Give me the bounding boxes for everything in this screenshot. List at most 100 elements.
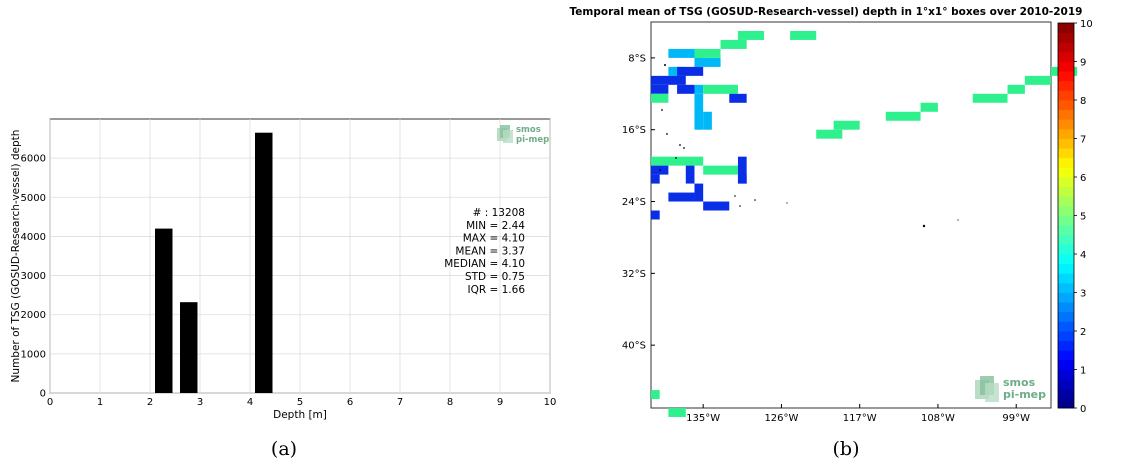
colorbar-tick-label: 1 — [1080, 366, 1086, 377]
histogram-y-tick-label: 0 — [40, 389, 46, 400]
colorbar-tick-label: 9 — [1080, 58, 1086, 69]
colorbar-segment — [1058, 61, 1074, 72]
colorbar-segment — [1058, 109, 1074, 120]
map-cell — [703, 165, 738, 175]
map-cell — [651, 75, 686, 85]
histogram-x-tick-label: 1 — [97, 397, 103, 408]
map-cell — [920, 102, 938, 112]
colorbar-segment — [1058, 32, 1074, 43]
map-x-tick-label: 117°W — [843, 413, 877, 424]
map-x-tick-label: 99°W — [1002, 413, 1030, 424]
histogram-panel: 0 1 2 3 4 5 6 7 8 9 10 0 1000 2000 3000 4000 5000 6000 D… — [10, 118, 557, 460]
histogram-y-tick-label: 2000 — [21, 310, 46, 321]
smos-logo-text: smos — [1003, 376, 1036, 389]
map-y-tick-label: 40°S — [622, 341, 646, 352]
pi-mep-logo-text: pi-mep — [1003, 388, 1046, 401]
map-cell — [1007, 84, 1025, 94]
map-cell — [694, 93, 704, 130]
smos-logo-histogram: smos pi-mep — [497, 125, 549, 145]
map-cell — [816, 129, 843, 139]
map-cell — [651, 93, 669, 103]
map-x-ticks: 135°W 126°W 117°W 108°W 99°W — [686, 404, 1030, 424]
map-title: Temporal mean of TSG (GOSUD-Research-ves… — [570, 6, 1083, 18]
map-plot-area — [650, 21, 1052, 409]
map-cells — [651, 30, 1078, 417]
colorbar-segment — [1058, 167, 1074, 178]
histogram-bars — [155, 132, 273, 393]
colorbar-ticks: 0 1 2 3 4 5 6 7 8 9 10 — [1074, 19, 1093, 415]
colorbar-segment — [1058, 51, 1074, 62]
histogram-stat-line: STD = 0.75 — [465, 271, 525, 283]
colorbar-segment — [1058, 254, 1074, 265]
map-cell — [703, 201, 730, 211]
colorbar-tick-label: 2 — [1080, 327, 1086, 338]
map-cell — [668, 408, 686, 417]
map-cell — [651, 84, 669, 94]
histogram-bar — [255, 132, 273, 393]
colorbar-tick-label: 5 — [1080, 212, 1086, 223]
colorbar-tick-label: 3 — [1080, 289, 1086, 300]
histogram-x-tick-label: 10 — [544, 397, 557, 408]
colorbar-segment — [1058, 273, 1074, 284]
histogram-grid — [49, 119, 551, 394]
histogram-y-tick-label: 4000 — [21, 232, 46, 243]
map-y-tick-label: 32°S — [622, 269, 646, 280]
histogram-y-tick-label: 1000 — [21, 349, 46, 360]
colorbar-segment — [1058, 148, 1074, 159]
map-y-tick-label: 24°S — [622, 197, 646, 208]
colorbar-segment — [1058, 71, 1074, 82]
map-cell — [972, 93, 1008, 103]
histogram-x-ticks: 0 1 2 3 4 5 6 7 8 9 10 — [47, 397, 557, 408]
colorbar-segment — [1058, 23, 1074, 34]
colorbar-tick-label: 10 — [1080, 19, 1093, 30]
histogram-x-tick-label: 5 — [297, 397, 303, 408]
map-cell — [685, 165, 695, 184]
histogram-y-tick-label: 3000 — [21, 271, 46, 282]
histogram-x-tick-label: 9 — [497, 397, 503, 408]
histogram-x-tick-label: 4 — [247, 397, 253, 408]
map-cell — [737, 174, 747, 184]
map-cell — [833, 120, 860, 130]
map-cell — [651, 156, 695, 166]
map-cell — [677, 84, 695, 94]
colorbar-segment — [1058, 42, 1074, 53]
histogram-x-tick-label: 3 — [197, 397, 203, 408]
colorbar-segment — [1058, 225, 1074, 236]
colorbar-segment — [1058, 292, 1074, 303]
colorbar-segment — [1058, 369, 1074, 380]
map-cell — [703, 84, 738, 94]
pi-mep-logo-text: pi-mep — [516, 135, 549, 145]
histogram-x-tick-label: 7 — [397, 397, 403, 408]
map-x-tick-label: 126°W — [764, 413, 798, 424]
map-x-tick-label: 108°W — [921, 413, 955, 424]
map-panel: Temporal mean of TSG (GOSUD-Research-ves… — [570, 6, 1093, 460]
map-cell — [694, 48, 721, 58]
histogram-bar — [155, 228, 173, 393]
colorbar-segment — [1058, 138, 1074, 149]
smos-logo-icon — [975, 376, 999, 402]
colorbar-tick-label: 8 — [1080, 96, 1086, 107]
map-cell — [790, 30, 817, 40]
histogram-y-axis-label: Number of TSG (GOSUD-Research-vessel) de… — [10, 130, 22, 383]
caption-b: (b) — [833, 438, 860, 460]
map-cell — [737, 30, 765, 40]
colorbar-segment — [1058, 128, 1074, 139]
colorbar-segment — [1058, 186, 1074, 197]
colorbar-segment — [1058, 263, 1074, 274]
colorbar-segment — [1058, 157, 1074, 168]
histogram-bar — [180, 302, 198, 393]
colorbar-segment — [1058, 302, 1074, 313]
colorbar-segment — [1058, 100, 1074, 111]
smos-logo-text: smos — [516, 125, 541, 135]
histogram-stat-line: # : 13208 — [473, 207, 525, 219]
histogram-x-axis-label: Depth [m] — [273, 409, 327, 421]
colorbar-segment — [1058, 244, 1074, 255]
histogram-y-tick-label: 5000 — [21, 193, 46, 204]
colorbar — [1057, 22, 1075, 409]
colorbar-segment — [1058, 90, 1074, 101]
colorbar-segment — [1058, 350, 1074, 361]
colorbar-segment — [1058, 119, 1074, 130]
histogram-x-tick-label: 2 — [147, 397, 153, 408]
colorbar-tick-label: 0 — [1080, 404, 1086, 415]
